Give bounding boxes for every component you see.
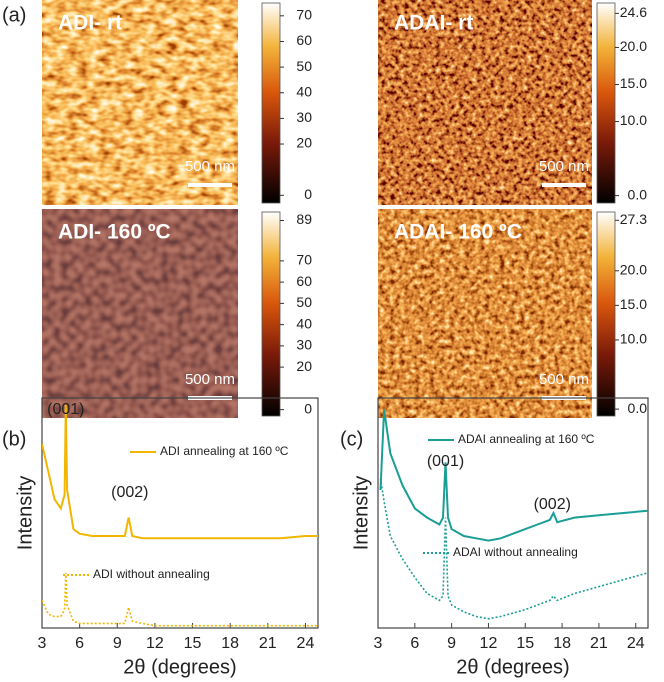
afm-label: ADAI- rt [394, 12, 473, 35]
plot-frame [41, 397, 319, 629]
colorbar-tick-label: 20 [296, 358, 312, 374]
x-tick-label: 9 [113, 635, 122, 652]
peak-annotation: (002) [111, 484, 148, 501]
colorbar-tick-label: 0.0 [628, 400, 648, 416]
x-tick-label: 15 [516, 635, 534, 652]
legend-label: ADAI annealing at 160 ºC [458, 432, 595, 446]
panel-label: (c) [340, 428, 363, 450]
colorbar-tick-label: 27.3 [620, 211, 647, 227]
x-axis-label: 2θ (degrees) [456, 656, 569, 678]
colorbar-tick-label: 50 [296, 294, 312, 310]
colorbar-tick-label: 60 [296, 32, 312, 48]
x-tick-label: 18 [221, 635, 239, 652]
afm-image [42, 209, 238, 418]
colorbar-tick-label: 70 [296, 252, 312, 268]
x-tick-label: 6 [410, 635, 419, 652]
colorbar-tick-label: 15.0 [620, 75, 647, 91]
x-tick-label: 6 [75, 635, 84, 652]
colorbar-tick-label: 40 [296, 315, 312, 331]
scale-bar-label: 500 nm [185, 371, 235, 388]
colorbar-tick-label: 15.0 [620, 296, 647, 312]
colorbar-tick-label: 20 [296, 135, 312, 151]
afm-label: ADI- 160 ºC [58, 221, 171, 244]
colorbar-tick-label: 70 [296, 7, 312, 23]
colorbar [596, 211, 616, 417]
x-tick-label: 21 [590, 635, 608, 652]
legend-label: ADI annealing at 160 ºC [160, 444, 289, 458]
colorbar-tick-label: 20.0 [620, 261, 647, 277]
x-tick-label: 3 [38, 635, 47, 652]
y-axis-label: Intensity [350, 476, 372, 550]
data-line [379, 478, 648, 620]
peak-annotation: (001) [427, 453, 464, 470]
scale-bar-label: 500 nm [185, 158, 235, 175]
x-tick-label: 9 [447, 635, 456, 652]
colorbar [261, 2, 281, 204]
colorbar-tick-label: 0 [304, 400, 312, 416]
colorbar-tick-label: 0.0 [628, 186, 648, 202]
scale-bar-label: 500 nm [539, 158, 589, 175]
colorbar [261, 211, 281, 417]
afm-label: ADI- rt [58, 12, 122, 35]
colorbar-tick-label: 40 [296, 83, 312, 99]
afm-image [378, 0, 592, 205]
colorbar-tick-label: 0 [304, 186, 312, 202]
data-line [379, 409, 648, 542]
colorbar-tick-label: 24.6 [620, 4, 647, 20]
afm-image [42, 0, 238, 205]
colorbar-tick-label: 60 [296, 273, 312, 289]
x-tick-label: 15 [184, 635, 202, 652]
plot-frame [377, 397, 649, 629]
afm-image [378, 209, 592, 418]
x-tick-label: 3 [374, 635, 383, 652]
x-tick-label: 18 [553, 635, 571, 652]
x-tick-label: 12 [146, 635, 164, 652]
x-axis-label: 2θ (degrees) [123, 656, 236, 678]
colorbar [596, 2, 616, 204]
colorbar-tick-label: 50 [296, 58, 312, 74]
colorbar-tick-label: 30 [296, 337, 312, 353]
data-line [42, 404, 318, 540]
y-axis-label: Intensity [14, 476, 36, 550]
colorbar-tick-label: 89 [296, 211, 312, 227]
panel-label: (a) [2, 4, 26, 26]
legend-label: ADAI without annealing [453, 545, 578, 559]
colorbar-tick-label: 10.0 [620, 331, 647, 347]
x-tick-label: 12 [480, 635, 498, 652]
colorbar-tick-label: 30 [296, 109, 312, 125]
colorbar-tick-label: 20.0 [620, 38, 647, 54]
peak-annotation: (002) [534, 496, 571, 513]
panel-label: (b) [2, 428, 26, 450]
scale-bar-label: 500 nm [539, 371, 589, 388]
legend-label: ADI without annealing [93, 567, 210, 581]
peak-annotation: (001) [47, 401, 84, 418]
x-tick-label: 21 [259, 635, 277, 652]
x-tick-label: 24 [297, 635, 315, 652]
x-tick-label: 24 [627, 635, 645, 652]
colorbar-tick-label: 10.0 [620, 112, 647, 128]
afm-label: ADAI- 160 ºC [394, 221, 522, 244]
